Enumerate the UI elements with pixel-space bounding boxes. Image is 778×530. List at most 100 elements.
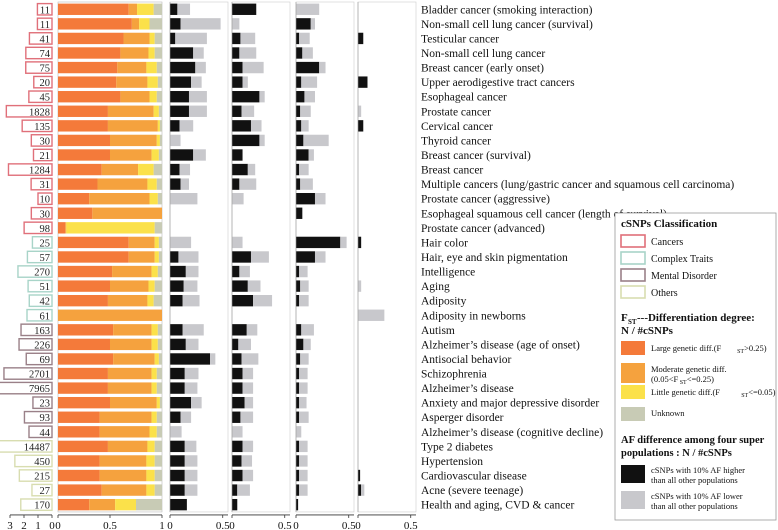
count-box bbox=[36, 2, 53, 16]
eur-higher-bar bbox=[296, 484, 300, 496]
eur-higher-bar bbox=[296, 105, 301, 117]
fst-bar-segment bbox=[149, 18, 162, 30]
legend-class-title: cSNPs Classification bbox=[621, 218, 717, 230]
fst-bar-segment bbox=[58, 251, 129, 263]
eur-lower-bar bbox=[299, 484, 308, 496]
trait-label: Multiple cancers (lung/gastric cancer an… bbox=[421, 179, 734, 191]
trait-label: Prostate cancer (advanced) bbox=[421, 223, 545, 235]
sas-lower-bar bbox=[358, 105, 362, 117]
axes: 3210log(#cSNPs)00.51FST00.5AFR00.5EAS00.… bbox=[7, 2, 418, 530]
afr-higher-bar bbox=[170, 3, 178, 15]
eas-lower-bar bbox=[232, 193, 244, 205]
eas-lower-bar bbox=[250, 251, 269, 263]
count-label: 11 bbox=[40, 20, 50, 31]
eur-tick-label: 0 bbox=[293, 520, 299, 530]
fst-tick-label: 1 bbox=[159, 520, 165, 530]
fst-bar-segment bbox=[58, 295, 108, 307]
legend-class-label: Others bbox=[651, 288, 678, 299]
count-label: 14487 bbox=[24, 442, 50, 453]
trait-label: Upper aerodigestive tract cancers bbox=[421, 77, 575, 89]
trait-label: Esophageal cancer bbox=[421, 92, 507, 104]
afr-lower-bar bbox=[170, 193, 198, 205]
fst-bar-segment bbox=[146, 469, 155, 482]
legend-fst-title: F bbox=[621, 312, 628, 324]
legend-fst-swatch bbox=[621, 363, 645, 383]
count-label: 44 bbox=[40, 428, 51, 439]
count-label: 31 bbox=[40, 180, 51, 191]
eur-higher-bar bbox=[296, 440, 300, 453]
afr-lower-bar bbox=[185, 338, 199, 351]
eas-higher-bar bbox=[232, 324, 247, 336]
eas-lower-bar bbox=[240, 411, 254, 423]
eur-higher-bar bbox=[296, 163, 300, 176]
afr-higher-bar bbox=[170, 484, 185, 496]
eur-lower-bar bbox=[314, 251, 326, 263]
afr-lower-bar bbox=[177, 3, 191, 15]
trait-label: Adiposity bbox=[421, 296, 467, 308]
afr-higher-bar bbox=[170, 265, 186, 278]
count-label: 2701 bbox=[29, 370, 50, 381]
eas-higher-bar bbox=[232, 251, 251, 263]
afr-lower-bar bbox=[179, 163, 191, 176]
fst-bar-segment bbox=[58, 440, 108, 453]
eas-lower-bar bbox=[250, 120, 262, 132]
eas-lower-bar bbox=[259, 134, 265, 147]
legend-af-title-line1: AF difference among four super bbox=[621, 435, 765, 446]
eur-higher-bar bbox=[296, 32, 300, 45]
count-label: 69 bbox=[40, 355, 51, 366]
eur-higher-bar bbox=[296, 61, 320, 74]
fst-bar-segment bbox=[58, 163, 102, 176]
fst-bar-segment bbox=[147, 440, 155, 453]
eas-higher-bar bbox=[232, 484, 238, 496]
eur-lower-bar bbox=[299, 367, 308, 380]
legend-fst-label-rest: >0.25) bbox=[744, 343, 767, 353]
eur-lower-bar bbox=[299, 396, 307, 409]
count-label: 450 bbox=[34, 457, 50, 468]
fst-bar-segment bbox=[99, 411, 152, 423]
count-box bbox=[23, 221, 53, 235]
fst-bar-segment bbox=[146, 61, 157, 74]
eur-higher-bar bbox=[296, 280, 301, 292]
eur-lower-bar bbox=[299, 382, 308, 394]
count-label: 10 bbox=[40, 195, 51, 206]
trait-label: Testicular cancer bbox=[421, 33, 499, 45]
eas-lower-bar bbox=[239, 178, 257, 190]
eas-lower-bar bbox=[240, 32, 256, 45]
eur-higher-bar bbox=[296, 382, 300, 394]
fst-bar-segment bbox=[147, 295, 154, 307]
legend: cSNPs Classification Cancers Complex Trait… bbox=[614, 212, 777, 521]
eur-lower-bar bbox=[308, 149, 314, 161]
trait-label: Alzheimer’s disease bbox=[421, 383, 514, 395]
fst-bar-segment bbox=[154, 280, 162, 292]
afr-lower-bar bbox=[170, 236, 192, 249]
afr-lower-bar bbox=[182, 324, 204, 336]
eas-lower-bar bbox=[239, 265, 250, 278]
population-panels bbox=[169, 1, 417, 513]
fst-bar-segment bbox=[156, 61, 162, 74]
eas-higher-bar bbox=[232, 396, 245, 409]
eas-lower-bar bbox=[246, 324, 258, 336]
afr-tick-label: 0 bbox=[167, 520, 173, 530]
sas-higher-bar bbox=[358, 236, 362, 249]
count-box bbox=[14, 454, 53, 468]
fst-bar-segment bbox=[58, 236, 129, 249]
eur-higher-bar bbox=[296, 498, 299, 511]
eur-lower-bar bbox=[300, 280, 309, 292]
eur-higher-bar bbox=[296, 338, 304, 351]
eas-higher-bar bbox=[232, 440, 243, 453]
fst-bar-segment bbox=[156, 367, 162, 380]
eur-higher-bar bbox=[296, 367, 300, 380]
eur-higher-bar bbox=[296, 120, 302, 132]
afr-lower-bar bbox=[195, 61, 206, 74]
fst-bar-segment bbox=[156, 411, 162, 423]
count-box bbox=[36, 17, 53, 31]
fst-bar-segment bbox=[58, 3, 129, 15]
fst-bar-segment bbox=[58, 353, 114, 365]
legend-fst-title-line2: N / #cSNPs bbox=[621, 325, 674, 337]
eur-lower-bar bbox=[299, 455, 308, 467]
afr-lower-bar bbox=[180, 411, 192, 423]
fst-bar-segment bbox=[58, 105, 108, 117]
fst-bar-segment bbox=[154, 469, 162, 482]
trait-label: Esophageal squamous cell cancer (length … bbox=[421, 208, 667, 220]
fst-bar-segment bbox=[107, 295, 148, 307]
